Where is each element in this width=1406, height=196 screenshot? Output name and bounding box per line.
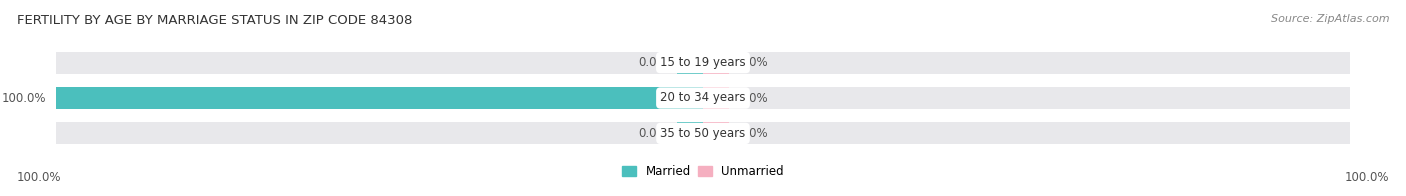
Bar: [678, 52, 703, 74]
Text: 0.0%: 0.0%: [738, 127, 768, 140]
Bar: [703, 52, 728, 74]
Text: 0.0%: 0.0%: [638, 127, 668, 140]
Text: Source: ZipAtlas.com: Source: ZipAtlas.com: [1271, 14, 1389, 24]
Text: 0.0%: 0.0%: [738, 92, 768, 104]
Bar: [56, 52, 1350, 74]
Legend: Married, Unmarried: Married, Unmarried: [621, 165, 785, 178]
Text: 15 to 19 years: 15 to 19 years: [661, 56, 745, 69]
Text: 100.0%: 100.0%: [17, 171, 62, 184]
Bar: [703, 87, 728, 109]
Bar: [56, 87, 703, 109]
Bar: [56, 87, 1350, 109]
Text: 35 to 50 years: 35 to 50 years: [661, 127, 745, 140]
Text: 100.0%: 100.0%: [1, 92, 46, 104]
Text: 100.0%: 100.0%: [1344, 171, 1389, 184]
Text: FERTILITY BY AGE BY MARRIAGE STATUS IN ZIP CODE 84308: FERTILITY BY AGE BY MARRIAGE STATUS IN Z…: [17, 14, 412, 27]
Bar: [56, 122, 1350, 144]
Bar: [703, 122, 728, 144]
Text: 0.0%: 0.0%: [638, 56, 668, 69]
Text: 20 to 34 years: 20 to 34 years: [661, 92, 745, 104]
Bar: [678, 122, 703, 144]
Text: 0.0%: 0.0%: [738, 56, 768, 69]
